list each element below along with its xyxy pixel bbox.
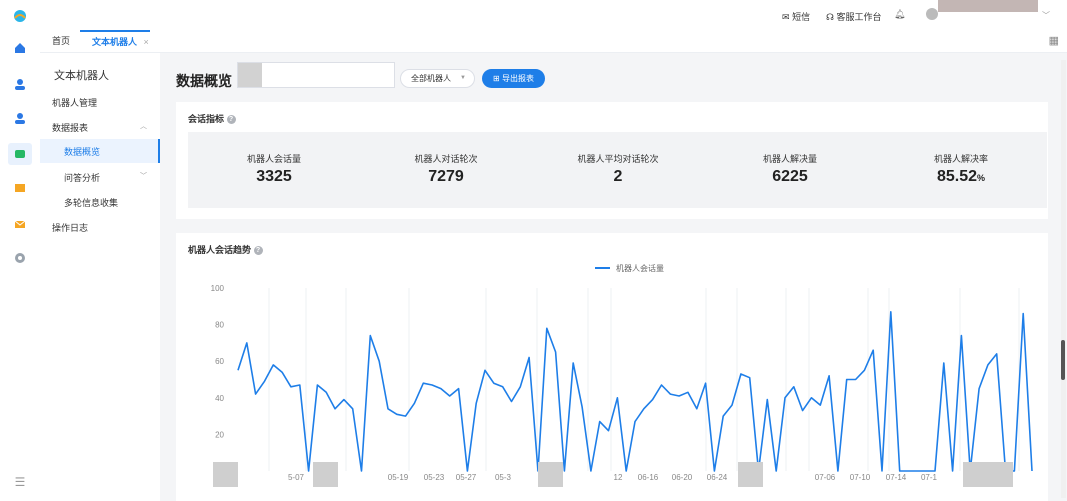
x-tick-label: 07-06 — [815, 473, 836, 482]
x-tick-label: 07-14 — [886, 473, 907, 482]
legend-label: 机器人会话量 — [616, 263, 664, 273]
series-line — [237, 311, 1033, 472]
y-tick-label: 20 — [215, 430, 224, 439]
export-button[interactable]: ⊞ 导出报表 — [482, 69, 545, 88]
trend-chart: 机器人会话量 100 80 60 40 20 5-07 05-19 05-23 05-27 05-3… — [211, 263, 1033, 487]
service-desk-link[interactable]: ☊ 客服工作台 — [826, 12, 882, 22]
sidebar-item-data-report[interactable]: 数据报表 — [52, 123, 89, 133]
sidebar-menu: 文本机器人 机器人管理 数据报表 ︿ 数据概览 问答分析 ﹀ 多轮信息收集 操作… — [40, 53, 160, 501]
x-tick-label: 05-23 — [424, 473, 445, 482]
redacted-block — [738, 462, 763, 487]
metrics-card: 会话指标 ? 机器人会话量 3325 机器人对话轮次 7279 机器人平均对话轮… — [176, 102, 1048, 219]
grid-icon[interactable]: ▦ — [1048, 35, 1059, 47]
x-tick-label: 05-27 — [456, 473, 477, 482]
top-bar: ✉ 短信 ☊ 客服工作台 🔔︎ ﹀ — [40, 0, 1067, 30]
metric-resolved-count: 机器人解决量 6225 — [704, 132, 876, 208]
x-tick-label: 06-20 — [672, 473, 693, 482]
metrics-title: 会话指标 ? — [188, 112, 236, 125]
sidebar-item-operation-log[interactable]: 操作日志 — [52, 223, 89, 233]
caret-down-icon: ▼ — [460, 75, 466, 81]
agent-icon[interactable] — [12, 110, 28, 126]
tab-text-robot[interactable]: 文本机器人 × — [80, 30, 150, 52]
x-tick-label: 05-19 — [388, 473, 409, 482]
redacted-block — [313, 462, 338, 487]
robot-select[interactable]: 全部机器人 ▼ — [400, 69, 475, 88]
settings-icon[interactable] — [12, 250, 28, 266]
help-icon[interactable]: ? — [253, 246, 263, 256]
y-tick-label: 100 — [211, 284, 225, 293]
sidebar-item-multi-round[interactable]: 多轮信息收集 — [64, 198, 119, 208]
close-icon[interactable]: × — [143, 37, 149, 47]
x-tick-label: 06-16 — [638, 473, 659, 482]
metric-dialog-rounds: 机器人对话轮次 7279 — [360, 132, 532, 208]
scrollbar-thumb[interactable] — [1061, 340, 1065, 380]
home-icon[interactable] — [12, 40, 28, 56]
redacted-username — [938, 0, 1038, 12]
x-tick-label: 07-1 — [921, 473, 938, 482]
metric-resolution-rate: 机器人解决率 85.52% — [875, 132, 1047, 208]
trend-card: 机器人会话趋势 ? 机器人会话量 100 80 60 40 20 5-07 05-19 05-2… — [176, 233, 1048, 501]
sidebar-item-qa-analysis[interactable]: 问答分析 — [64, 173, 101, 183]
redacted-date — [238, 63, 262, 87]
metric-avg-rounds: 机器人平均对话轮次 2 — [532, 132, 704, 208]
metric-session-count: 机器人会话量 3325 — [188, 132, 360, 208]
sms-link[interactable]: ✉ 短信 — [782, 12, 811, 22]
x-tick-label: 07-10 — [850, 473, 871, 482]
chevron-down-icon[interactable]: ﹀ — [1042, 11, 1050, 20]
help-icon[interactable]: ? — [226, 115, 236, 125]
main-content: 数据概览 全部机器人 ▼ ⊞ 导出报表 会话指标 ? 机器人会话量 3325 机… — [160, 53, 1060, 501]
trend-title: 机器人会话趋势 ? — [188, 243, 263, 256]
y-tick-label: 60 — [215, 357, 224, 366]
export-icon: ⊞ — [493, 74, 500, 83]
x-tick-label: 06-24 — [707, 473, 728, 482]
y-tick-label: 80 — [215, 321, 224, 330]
sidebar-item-data-overview[interactable]: 数据概览 — [40, 139, 160, 163]
page-scrollbar[interactable] — [1061, 60, 1066, 498]
sidebar-item-robot-manage[interactable]: 机器人管理 — [52, 98, 98, 108]
menu-title: 文本机器人 — [54, 70, 109, 82]
book-icon[interactable] — [12, 180, 28, 196]
bell-icon[interactable]: 🔔︎ — [894, 9, 906, 19]
mail-icon[interactable] — [12, 216, 28, 232]
collapse-menu-icon[interactable]: ☰ — [14, 475, 26, 489]
date-range-picker[interactable] — [237, 62, 395, 88]
x-tick-label: 05-3 — [495, 473, 512, 482]
x-tick-label: 12 — [614, 473, 623, 482]
y-tick-label: 40 — [215, 394, 224, 403]
x-tick-label: 5-07 — [288, 473, 305, 482]
mail-icon: ✉ — [782, 12, 790, 22]
avatar[interactable] — [926, 8, 938, 20]
logo-icon — [12, 8, 28, 24]
tab-home[interactable]: 首页 — [52, 36, 71, 46]
app-icon-bar: ☰ — [0, 0, 41, 501]
user-icon[interactable] — [12, 76, 28, 92]
chevron-down-icon: ﹀ — [140, 173, 147, 180]
chevron-up-icon: ︿ — [140, 123, 147, 130]
tab-bar: 首页 文本机器人 × ▦ — [40, 30, 1067, 53]
redacted-block — [213, 462, 238, 487]
redacted-block — [963, 462, 1013, 487]
redacted-block — [538, 462, 563, 487]
page-title: 数据概览 — [176, 73, 232, 89]
headset-icon: ☊ — [826, 12, 834, 22]
chat-robot-icon[interactable] — [8, 143, 32, 165]
